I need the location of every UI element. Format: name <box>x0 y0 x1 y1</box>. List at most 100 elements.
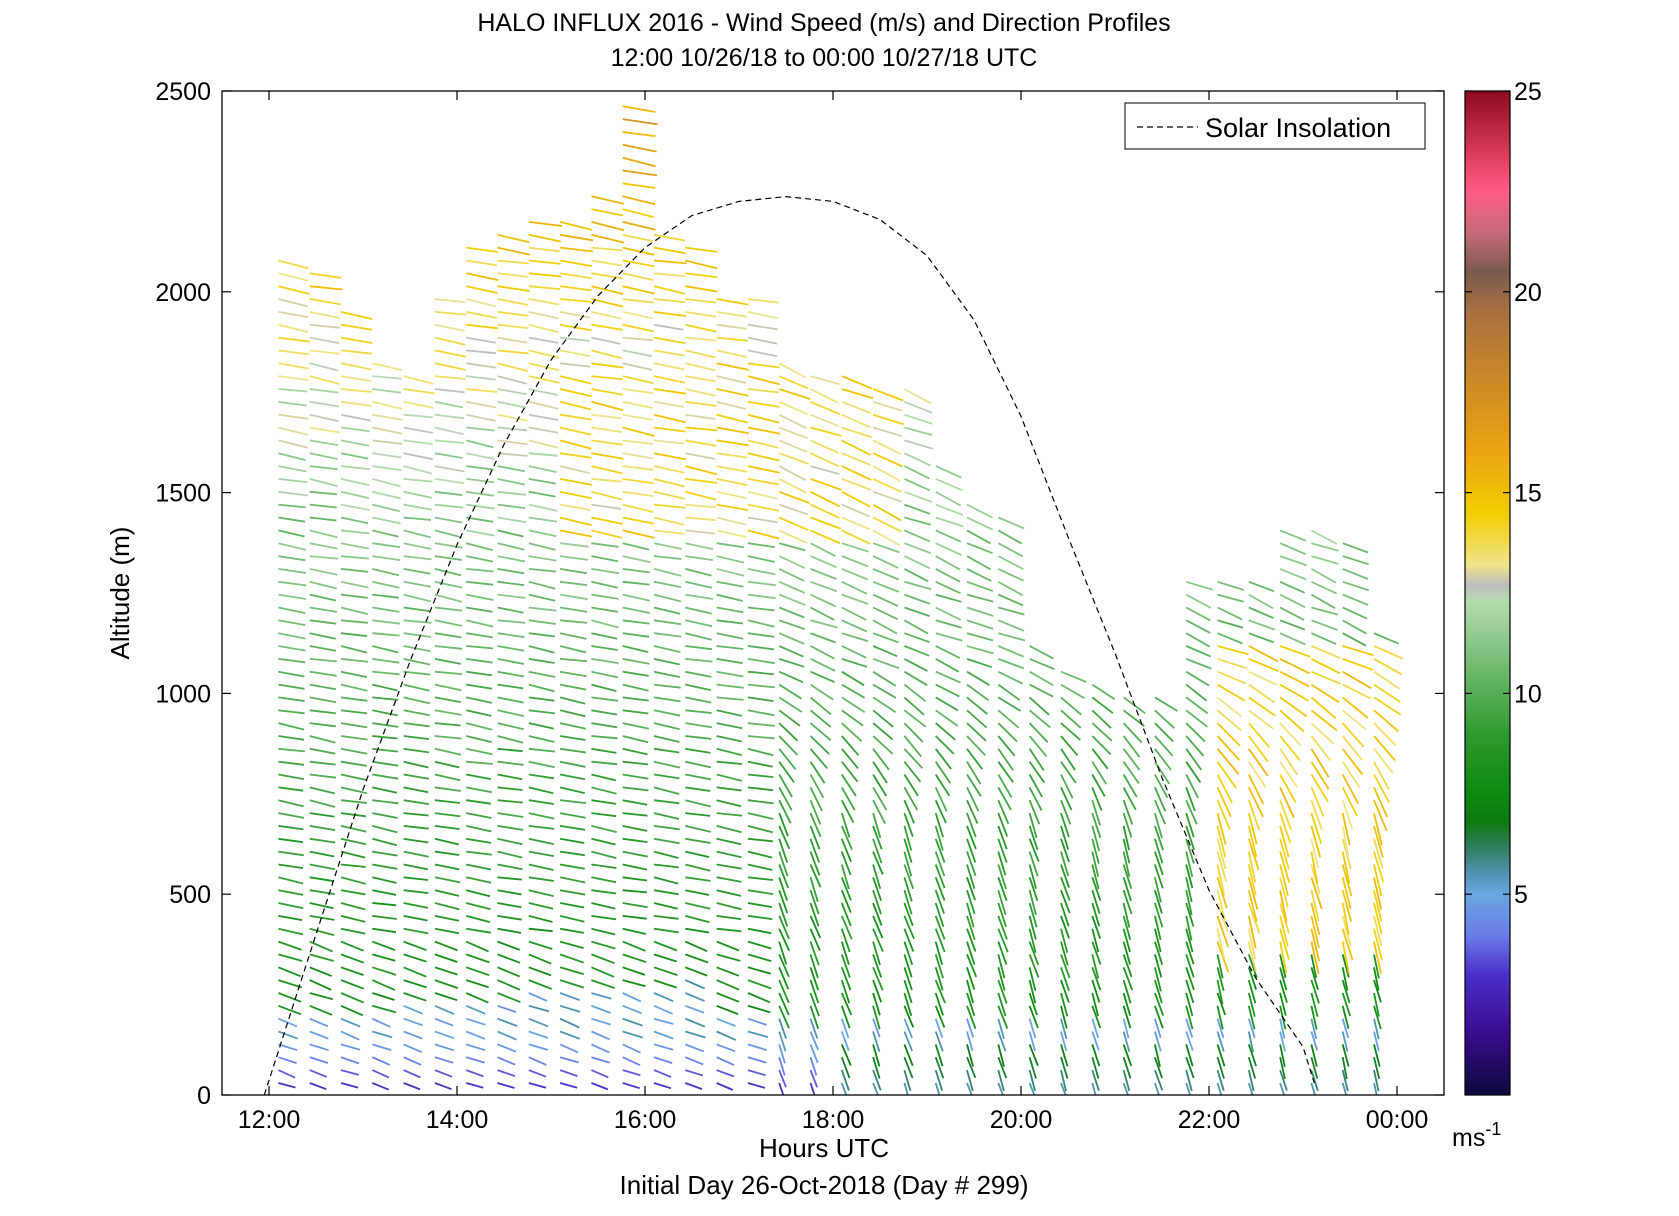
wind-vector <box>841 580 868 595</box>
wind-vector <box>591 850 617 859</box>
wind-vector <box>716 940 740 952</box>
wind-vector <box>684 1017 706 1028</box>
wind-vector <box>560 362 591 368</box>
wind-vector <box>1060 954 1071 979</box>
wind-vector <box>591 568 620 575</box>
wind-vector <box>716 992 740 1003</box>
wind-vector <box>559 542 589 548</box>
wind-vector <box>747 927 772 935</box>
wind-vector <box>591 1043 610 1054</box>
wind-vector <box>1216 1018 1225 1039</box>
wind-vector <box>622 555 651 564</box>
wind-vector <box>528 1004 550 1013</box>
wind-vector <box>1373 799 1388 832</box>
wind-vector <box>340 516 369 525</box>
wind-vector <box>653 1056 673 1064</box>
wind-vector <box>559 709 586 718</box>
wind-vector <box>278 1004 302 1016</box>
wind-vector <box>1310 838 1320 869</box>
wind-vector <box>778 542 806 552</box>
wind-vector <box>466 555 494 563</box>
wind-vector <box>1122 915 1132 941</box>
wind-vector <box>278 1082 296 1089</box>
wind-vector <box>403 529 431 539</box>
wind-vector <box>278 439 308 449</box>
wind-vector <box>622 465 654 471</box>
wind-vector <box>340 735 368 741</box>
wind-vector <box>716 1030 737 1041</box>
wind-vector <box>309 311 340 319</box>
wind-vector <box>966 889 976 915</box>
wind-vector <box>278 555 306 562</box>
wind-vector <box>403 439 433 445</box>
wind-vector <box>497 1056 516 1066</box>
wind-vector <box>872 529 901 547</box>
wind-vector <box>465 1004 486 1015</box>
wind-vector <box>1248 761 1267 788</box>
wind-vector <box>872 825 883 850</box>
wind-vector <box>466 850 492 856</box>
wind-vector <box>778 1056 786 1076</box>
wind-vector <box>685 825 711 833</box>
wind-vector <box>622 413 653 421</box>
wind-vector <box>1342 568 1369 580</box>
wind-vector <box>1341 825 1350 857</box>
wind-vector <box>622 953 647 963</box>
wind-vector <box>1310 825 1322 858</box>
wind-vector <box>653 786 680 795</box>
wind-vector <box>1279 658 1311 675</box>
legend-box <box>1124 102 1426 150</box>
wind-vector <box>466 645 493 650</box>
wind-vector <box>966 670 990 686</box>
wind-vector <box>559 889 586 896</box>
wind-vector <box>716 426 750 435</box>
wind-vector <box>591 786 617 795</box>
wind-vector <box>340 1043 361 1051</box>
wind-vector <box>403 760 429 769</box>
wind-vector <box>997 645 1024 658</box>
wind-vector <box>653 465 685 474</box>
wind-vector <box>403 837 429 844</box>
wind-vector <box>1279 1082 1285 1095</box>
wind-vector <box>747 760 773 768</box>
wind-vector <box>997 555 1024 570</box>
wind-vector <box>1185 787 1196 812</box>
wind-vector <box>653 426 686 433</box>
wind-vector <box>840 864 850 890</box>
wind-vector <box>497 645 525 652</box>
wind-vector <box>1122 1018 1130 1039</box>
wind-vector <box>403 606 431 613</box>
wind-vector <box>685 1030 706 1039</box>
wind-vector <box>1185 761 1202 784</box>
wind-vector <box>841 400 871 414</box>
wind-vector <box>622 992 642 1003</box>
wind-vector <box>466 400 497 409</box>
wind-vector <box>934 761 952 784</box>
wind-vector <box>872 555 899 569</box>
wind-vector <box>591 375 624 381</box>
wind-vector <box>591 735 618 740</box>
wind-vector <box>1341 864 1353 897</box>
wind-vector <box>966 568 992 582</box>
wind-vector <box>372 426 403 435</box>
wind-vector <box>747 413 780 424</box>
wind-vector <box>340 837 367 846</box>
wind-vector <box>622 696 649 702</box>
wind-vector <box>1185 1018 1194 1038</box>
wind-vector <box>1060 967 1070 991</box>
wind-vector <box>1247 864 1257 896</box>
wind-vector <box>622 542 650 551</box>
wind-vector <box>778 593 806 606</box>
wind-vector <box>1122 1056 1132 1079</box>
wind-vector <box>1185 748 1203 771</box>
wind-vector <box>841 375 873 390</box>
wind-vector <box>1122 979 1132 1004</box>
wind-vector <box>903 1031 913 1052</box>
wind-vector <box>278 593 307 600</box>
wind-vector <box>372 760 399 767</box>
wind-vector <box>872 658 900 670</box>
wind-vector <box>560 658 587 663</box>
wind-vector <box>466 580 494 586</box>
wind-vector <box>1154 851 1164 876</box>
wind-vector <box>653 658 680 666</box>
